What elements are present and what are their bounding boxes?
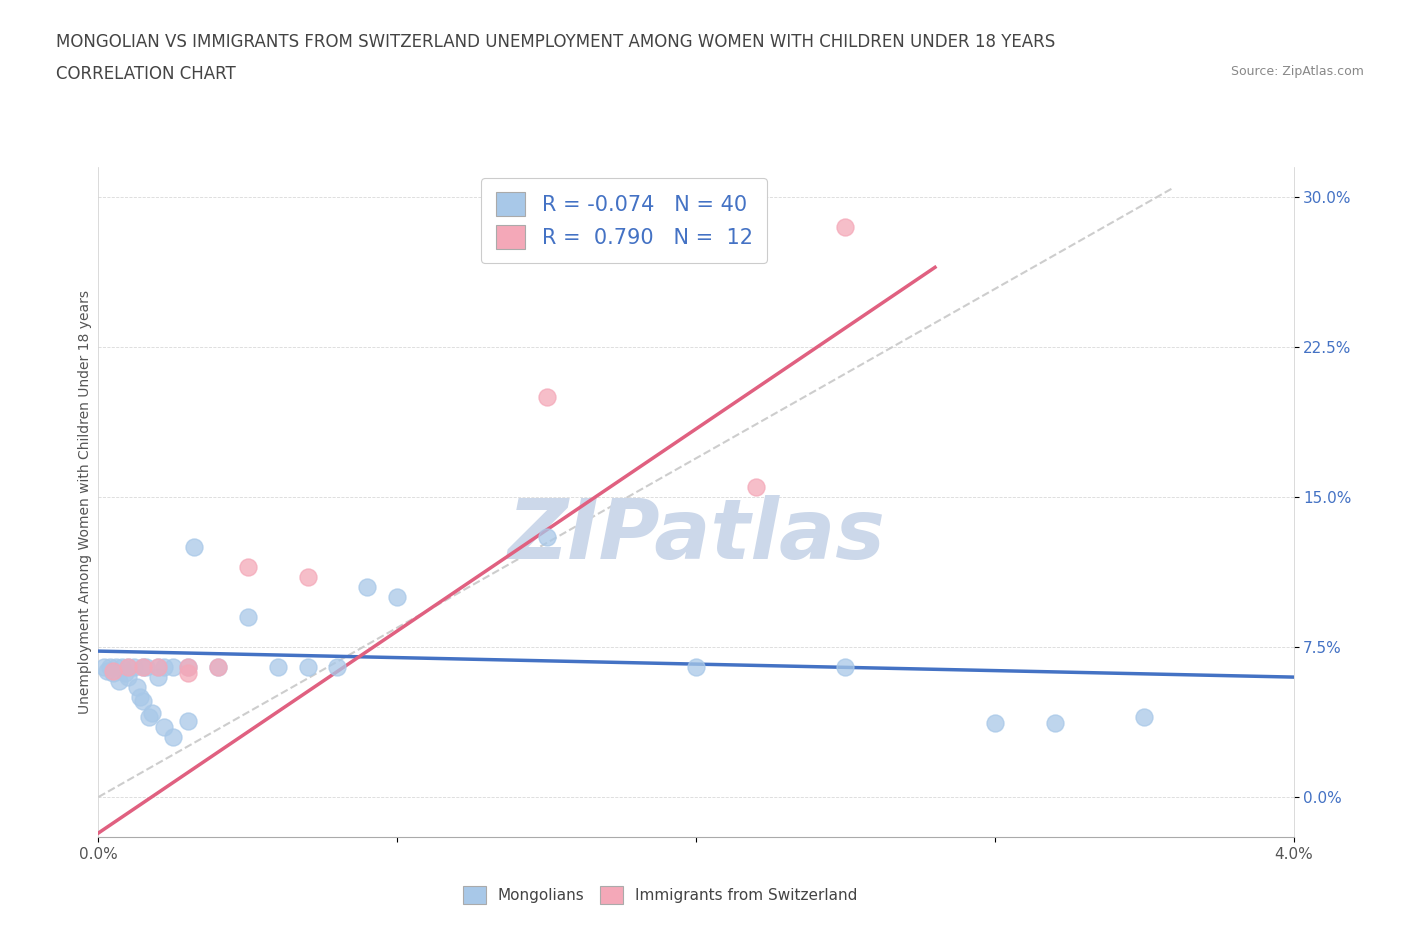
Point bbox=[356, 579, 378, 594]
Point bbox=[129, 690, 152, 705]
Point bbox=[745, 480, 768, 495]
Point bbox=[1133, 710, 1156, 724]
Point bbox=[135, 659, 157, 674]
Point bbox=[1043, 715, 1066, 730]
Point bbox=[148, 659, 170, 674]
Text: ZIPatlas: ZIPatlas bbox=[508, 495, 884, 577]
Point bbox=[236, 610, 259, 625]
Point bbox=[983, 715, 1005, 730]
Point bbox=[124, 659, 146, 674]
Point bbox=[177, 659, 200, 674]
Point bbox=[207, 659, 229, 674]
Point bbox=[153, 659, 176, 674]
Point bbox=[536, 390, 558, 405]
Point bbox=[148, 670, 170, 684]
Point bbox=[117, 659, 139, 674]
Point bbox=[117, 670, 139, 684]
Point bbox=[132, 694, 155, 709]
Point bbox=[148, 659, 170, 674]
Point bbox=[685, 659, 707, 674]
Point bbox=[297, 659, 319, 674]
Point bbox=[236, 560, 259, 575]
Point bbox=[103, 666, 125, 681]
Legend: Mongolians, Immigrants from Switzerland: Mongolians, Immigrants from Switzerland bbox=[457, 880, 863, 910]
Point bbox=[108, 673, 131, 688]
Point bbox=[117, 659, 139, 674]
Point bbox=[385, 590, 409, 604]
Point bbox=[207, 659, 229, 674]
Y-axis label: Unemployment Among Women with Children Under 18 years: Unemployment Among Women with Children U… bbox=[77, 290, 91, 714]
Point bbox=[96, 664, 118, 679]
Point bbox=[834, 219, 856, 234]
Point bbox=[162, 659, 184, 674]
Point bbox=[297, 570, 319, 585]
Point bbox=[177, 713, 200, 728]
Point bbox=[153, 720, 176, 735]
Point bbox=[111, 659, 134, 674]
Text: MONGOLIAN VS IMMIGRANTS FROM SWITZERLAND UNEMPLOYMENT AMONG WOMEN WITH CHILDREN : MONGOLIAN VS IMMIGRANTS FROM SWITZERLAND… bbox=[56, 33, 1056, 50]
Point bbox=[162, 730, 184, 745]
Point bbox=[177, 666, 200, 681]
Point bbox=[177, 659, 200, 674]
Point bbox=[105, 659, 128, 674]
Point bbox=[267, 659, 290, 674]
Point bbox=[132, 659, 155, 674]
Point bbox=[103, 664, 125, 679]
Point bbox=[93, 659, 115, 674]
Text: Source: ZipAtlas.com: Source: ZipAtlas.com bbox=[1230, 65, 1364, 78]
Point bbox=[834, 659, 856, 674]
Point bbox=[127, 680, 149, 695]
Point bbox=[98, 659, 122, 674]
Text: CORRELATION CHART: CORRELATION CHART bbox=[56, 65, 236, 83]
Point bbox=[114, 666, 136, 681]
Point bbox=[141, 706, 163, 721]
Point bbox=[536, 530, 558, 545]
Point bbox=[132, 659, 155, 674]
Point bbox=[326, 659, 349, 674]
Point bbox=[183, 539, 205, 554]
Point bbox=[138, 710, 160, 724]
